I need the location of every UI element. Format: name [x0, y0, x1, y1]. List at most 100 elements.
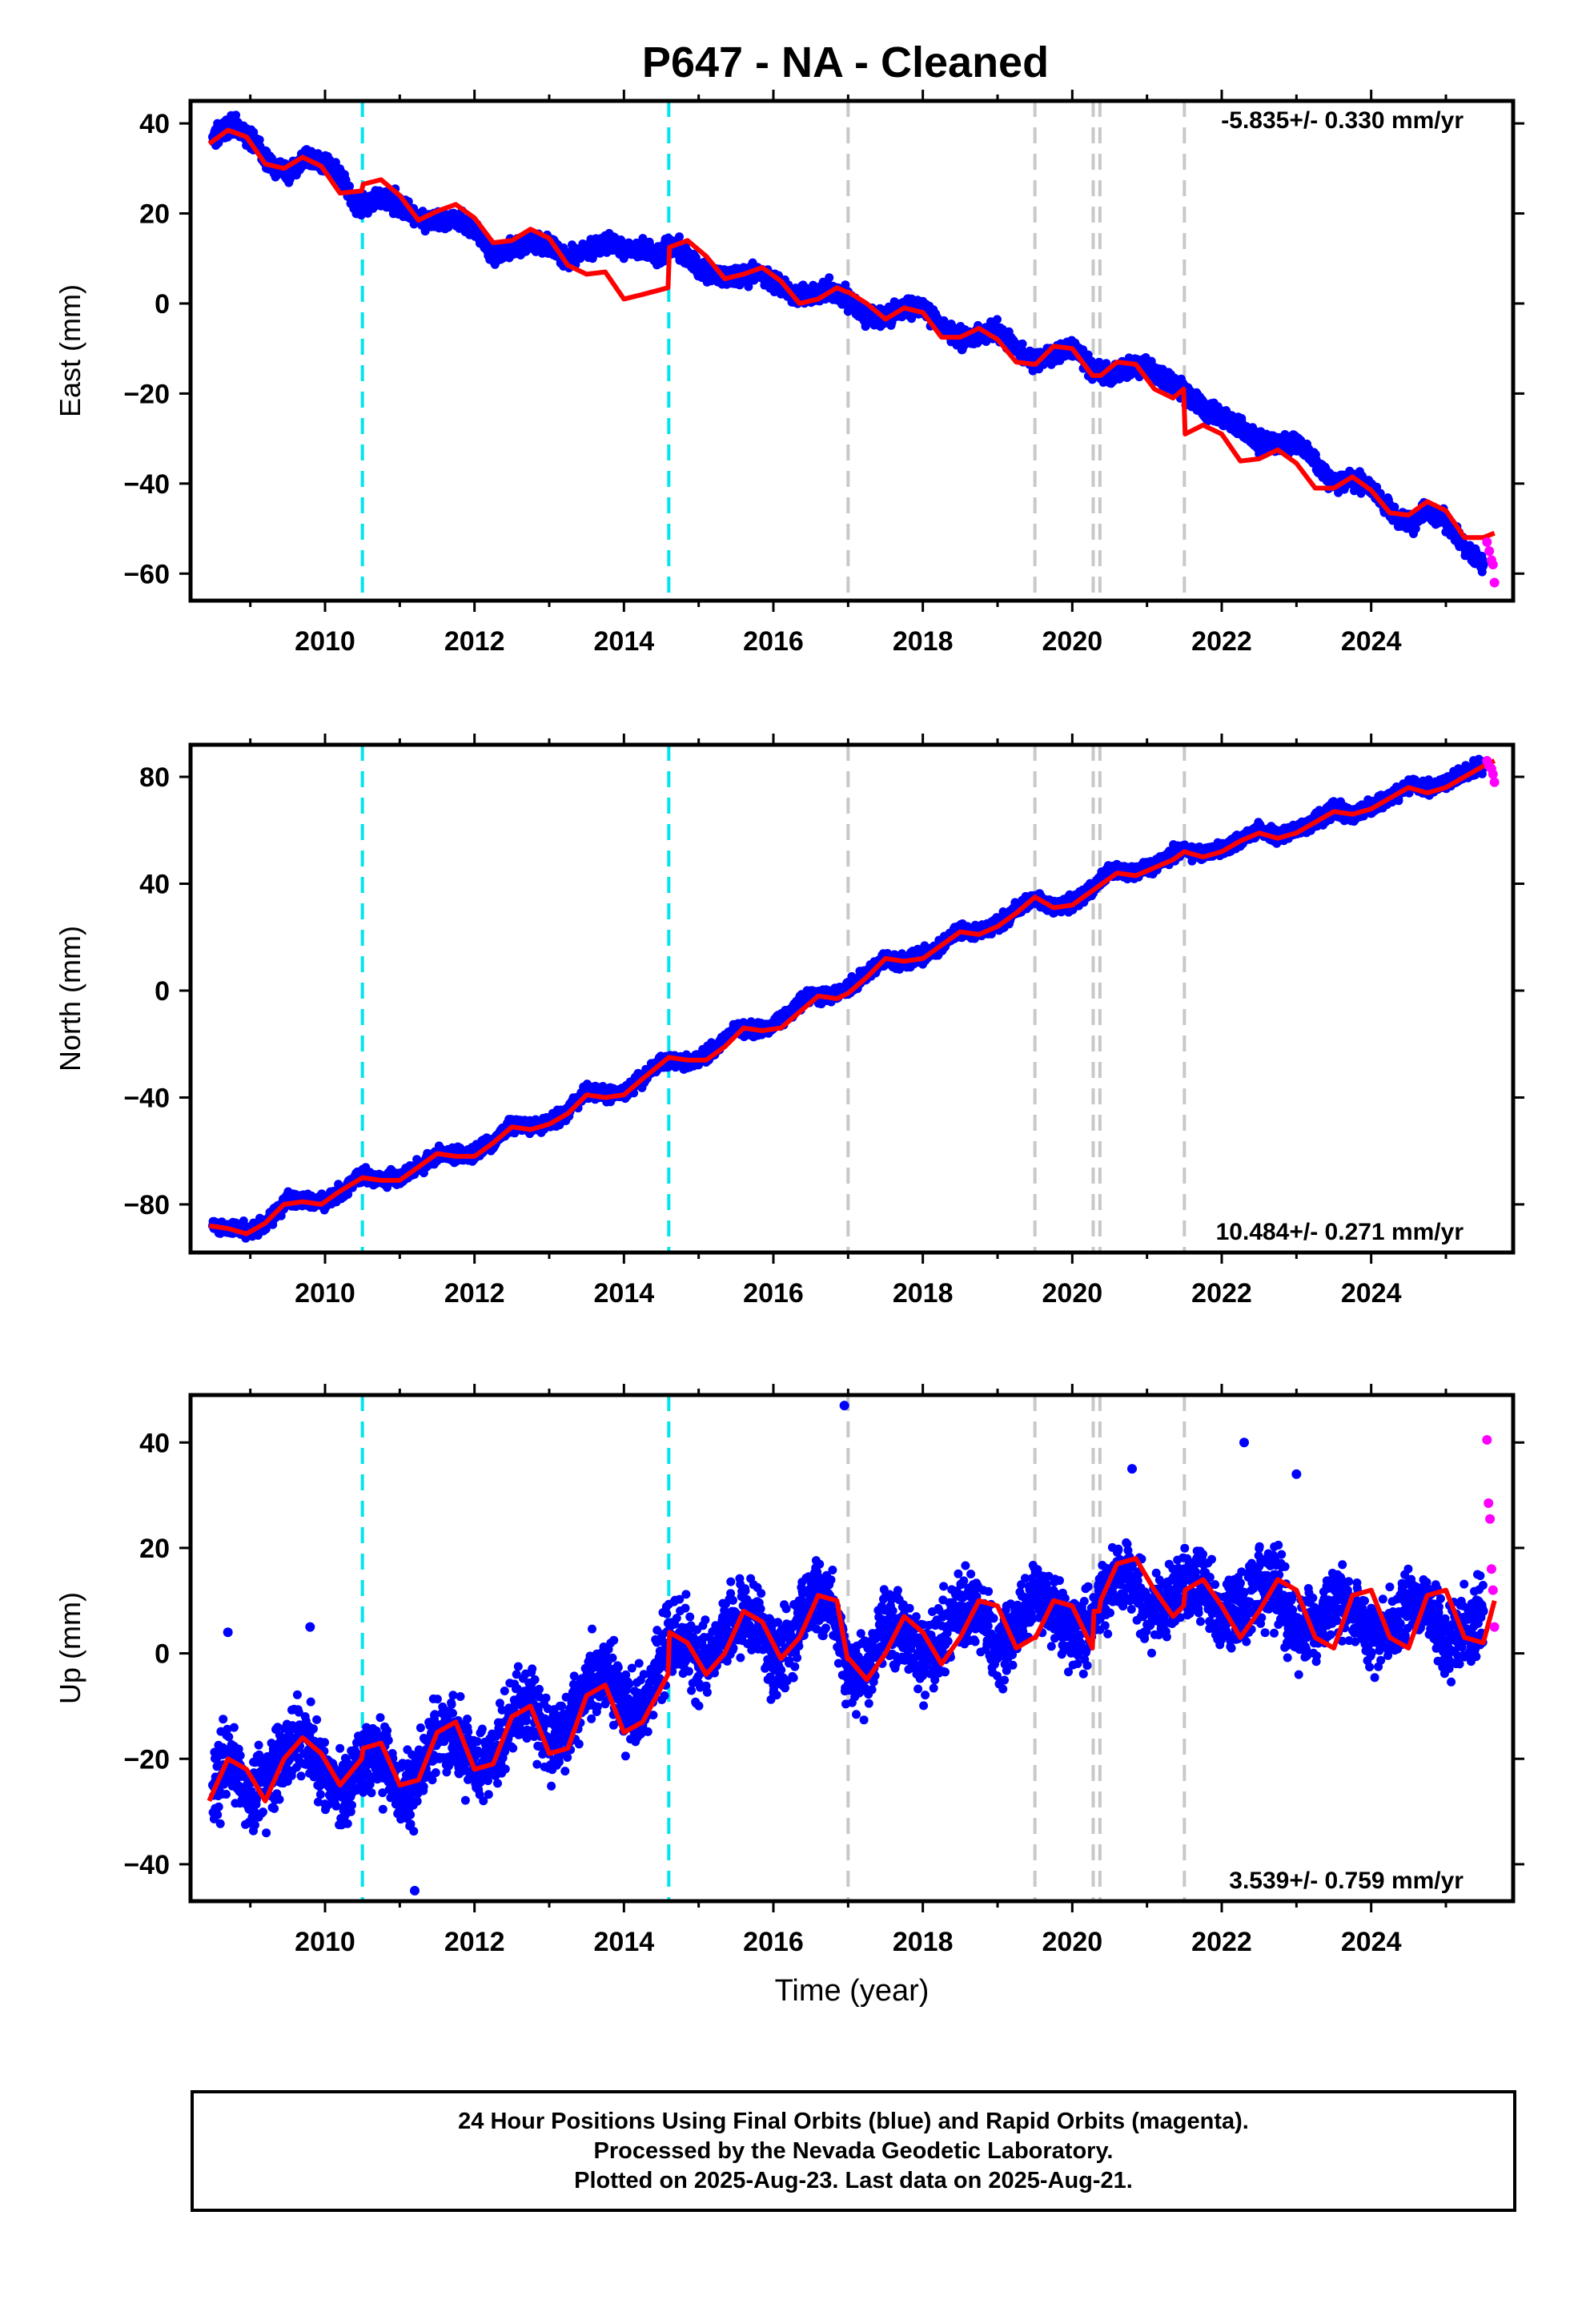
east-final-point-44 [993, 325, 1002, 336]
up-plot-area [207, 1395, 1500, 1901]
up-final-point-74 [1291, 1469, 1302, 1479]
figure-title: P647 - NA - Cleaned [642, 38, 1049, 86]
east-final-point-4 [283, 167, 293, 178]
east-xtick-label-0: 2010 [295, 626, 355, 657]
up-final-point-68 [1478, 1606, 1488, 1616]
east-rate-label: -5.835+/- 0.330 mm/yr [1221, 107, 1464, 134]
east-final-point-52 [1142, 361, 1152, 372]
north-ytick-label-1: −40 [123, 1083, 170, 1113]
east-final-point-21 [581, 244, 592, 255]
up-final-point-50 [1142, 1606, 1152, 1616]
up-rapid-point-2 [1485, 1514, 1496, 1524]
up-ytick-label-0: −40 [123, 1850, 170, 1880]
north-frame [188, 742, 1516, 1255]
up-final-point-34 [843, 1669, 853, 1679]
up-final-point-7 [339, 1785, 349, 1795]
north-final-point-48 [1105, 865, 1114, 875]
north-rapid-point-4 [1489, 777, 1500, 787]
up-final-point-30 [769, 1654, 778, 1664]
east-final-point-6 [320, 155, 330, 165]
up-panel: −40 −20 0 20 40 2010 2012 2014 2016 2018 2020 2022 2… [54, 1384, 1524, 2008]
up-xtick-label-7: 2024 [1341, 1927, 1402, 1957]
north-xtick-label-3: 2016 [743, 1278, 804, 1309]
north-xtick-label-4: 2018 [893, 1278, 954, 1309]
east-rapid-point-4 [1489, 577, 1500, 588]
up-final-point-69 [839, 1401, 849, 1411]
up-ytick-label-2: 0 [155, 1639, 170, 1670]
up-final-point-60 [1329, 1595, 1339, 1606]
east-final-point-9 [357, 199, 367, 210]
north-rate-label: 10.484+/- 0.271 mm/yr [1216, 1219, 1464, 1245]
up-xtick-label-3: 2016 [743, 1927, 804, 1957]
east-panel: −60 −40 −20 0 20 40 2010 2012 2014 2016 2018 2020 20… [54, 90, 1524, 657]
east-ytick-label-1: −40 [123, 469, 170, 500]
north-plot-area [208, 745, 1500, 1252]
east-final-point-45 [1011, 344, 1022, 354]
up-final-point-38 [917, 1659, 928, 1669]
east-ytick-label-0: −60 [123, 559, 170, 589]
up-xtick-label-5: 2020 [1042, 1927, 1103, 1957]
east-final-point-27 [675, 244, 685, 255]
up-final-point-46 [1067, 1632, 1078, 1642]
east-ytick-label-4: 20 [139, 199, 170, 230]
up-final-point-75 [1127, 1464, 1137, 1474]
up-rate-label: 3.539+/- 0.759 mm/yr [1229, 1868, 1464, 1894]
up-final-point-22 [619, 1701, 629, 1711]
up-final-point-62 [1366, 1632, 1376, 1642]
up-xlabel: Time (year) [775, 1974, 930, 2008]
east-final-point-67 [1422, 505, 1432, 516]
up-xtick-label-4: 2018 [893, 1927, 954, 1957]
east-ytick-label-5: 40 [139, 109, 170, 139]
east-xtick-label-7: 2024 [1341, 626, 1402, 657]
east-final-point-55 [1198, 402, 1208, 412]
east-model-line [207, 127, 1496, 541]
up-final-point-64 [1403, 1595, 1414, 1606]
up-final-point-2 [245, 1791, 255, 1801]
east-final-point-22 [600, 235, 610, 246]
east-final-point-66 [1403, 519, 1414, 529]
east-rapid-point-1 [1484, 546, 1495, 557]
up-final-point-17 [525, 1695, 536, 1706]
north-ylabel: North (mm) [54, 926, 86, 1072]
up-final-point-24 [656, 1648, 666, 1659]
up-final-point-43 [1011, 1622, 1022, 1632]
east-xtick-label-5: 2020 [1042, 626, 1103, 657]
up-final-point-44 [1030, 1590, 1040, 1601]
east-final-point-28 [693, 263, 704, 272]
up-ytick-label-4: 40 [139, 1428, 170, 1458]
east-rapid-point-0 [1482, 537, 1492, 547]
north-xtick-label-6: 2022 [1191, 1278, 1252, 1309]
up-xtick-label-2: 2014 [594, 1927, 655, 1957]
east-final-point-24 [637, 244, 648, 255]
footer-line-1: 24 Hour Positions Using Final Orbits (bl… [458, 2108, 1249, 2134]
footer-line-2: Processed by the Nevada Geodetic Laborat… [593, 2137, 1114, 2164]
east-final-point-1 [227, 119, 237, 129]
up-rapid-point-1 [1484, 1498, 1494, 1508]
east-final-point-18 [525, 235, 536, 246]
north-xtick-label-5: 2020 [1042, 1278, 1103, 1309]
up-final-point-40 [955, 1601, 966, 1611]
east-final-point-43 [974, 330, 984, 340]
east-final-point-70 [1478, 560, 1488, 570]
up-ytick-label-1: −20 [123, 1744, 170, 1775]
east-final-point-58 [1254, 438, 1264, 448]
up-final-point-49 [1123, 1569, 1134, 1579]
up-final-point-66 [1441, 1638, 1451, 1648]
up-final-point-42 [993, 1648, 1002, 1659]
up-final-point-36 [881, 1617, 890, 1627]
east-final-point-25 [656, 249, 666, 259]
east-final-point-16 [488, 249, 498, 259]
footer-line-3: Plotted on 2025-Aug-23. Last data on 202… [574, 2167, 1133, 2193]
east-final-point-13 [432, 217, 442, 227]
north-xtick-label-0: 2010 [295, 1278, 355, 1309]
north-model-line [208, 758, 1496, 1236]
east-xtick-label-2: 2014 [594, 626, 655, 657]
east-final-point-34 [805, 289, 816, 300]
east-final-point-69 [1460, 541, 1470, 552]
east-ytick-label-3: 0 [155, 289, 170, 320]
east-ytick-label-2: −20 [123, 379, 170, 409]
east-xtick-label-6: 2022 [1191, 626, 1252, 657]
east-final-point-53 [1161, 375, 1170, 385]
east-final-point-14 [451, 213, 461, 223]
